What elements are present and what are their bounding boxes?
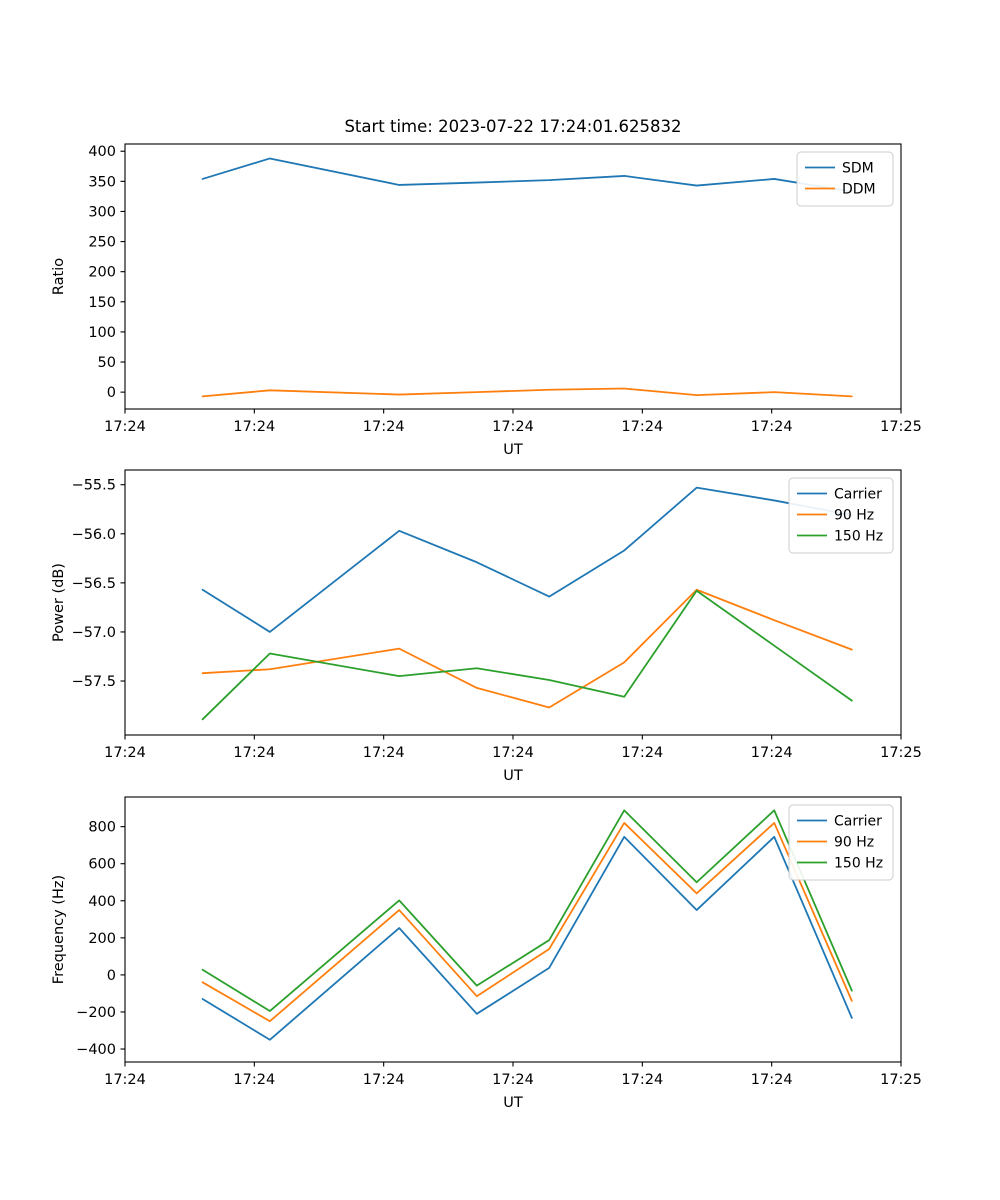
series-line-carrier — [201, 486, 853, 633]
x-tick-label: 17:24 — [363, 419, 405, 435]
x-tick-label: 17:24 — [492, 419, 534, 435]
x-axis-label: UT — [503, 442, 523, 458]
x-tick-label: 17:24 — [621, 419, 663, 435]
x-axis-label: UT — [503, 1095, 523, 1111]
legend-label-carrier: Carrier — [834, 814, 882, 830]
power-panel: 17:24 17:24 17:24 17:24 17:24 17:24 17:25 UT −55… — [51, 469, 922, 784]
series-line-150-hz — [201, 589, 853, 721]
y-tick-label: 600 — [88, 857, 116, 873]
x-tick-label: 17:24 — [363, 1072, 405, 1088]
series-line-90-hz — [201, 822, 853, 1023]
y-tick-label: 0 — [107, 968, 116, 984]
x-tick-label: 17:24 — [751, 419, 793, 435]
legend-label-ddm: DDM — [842, 182, 876, 198]
legend: Carrier 90 Hz 150 Hz — [788, 477, 894, 554]
x-tick-label: 17:24 — [621, 745, 663, 761]
legend: SDM DDM — [796, 151, 894, 207]
y-axis-label: Power (dB) — [51, 563, 67, 642]
series-line-sdm — [201, 157, 853, 193]
axes-frame — [124, 469, 902, 736]
x-tick-label: 17:24 — [233, 1072, 275, 1088]
x-tick-label: 17:24 — [104, 745, 146, 761]
x-tick-label: 17:24 — [104, 419, 146, 435]
legend-label-150-hz: 150 Hz — [834, 856, 883, 872]
legend-label-90-hz: 90 Hz — [834, 508, 874, 524]
x-tick-label: 17:24 — [621, 1072, 663, 1088]
y-tick-label: 300 — [88, 204, 116, 220]
y-tick-label: −57.5 — [72, 674, 116, 690]
x-tick-label: 17:24 — [751, 1072, 793, 1088]
x-tick-label: 17:25 — [880, 419, 922, 435]
y-tick-label: 800 — [88, 820, 116, 836]
x-tick-label: 17:25 — [880, 745, 922, 761]
frequency-panel: 17:24 17:24 17:24 17:24 17:24 17:24 17:25 UT −40… — [51, 796, 922, 1111]
x-axis-label: UT — [503, 768, 523, 784]
x-tick-label: 17:24 — [492, 745, 534, 761]
y-tick-label: 100 — [88, 325, 116, 341]
x-tick-label: 17:24 — [104, 1072, 146, 1088]
y-tick-label: −57.0 — [72, 625, 116, 641]
y-tick-label: 150 — [88, 295, 116, 311]
series-line-ddm — [201, 387, 853, 398]
x-tick-label: 17:25 — [880, 1072, 922, 1088]
y-tick-label: 200 — [88, 931, 116, 947]
y-axis-label: Frequency (Hz) — [51, 875, 67, 984]
y-tick-label: 250 — [88, 235, 116, 251]
y-tick-label: 400 — [88, 894, 116, 910]
y-tick-label: −56.0 — [72, 527, 116, 543]
ratio-panel: 17:24 17:24 17:24 17:24 17:24 17:24 17:25 UT 0 50… — [51, 143, 922, 458]
legend: Carrier 90 Hz 150 Hz — [788, 804, 894, 881]
y-tick-label: 50 — [98, 355, 116, 371]
legend-label-sdm: SDM — [842, 161, 874, 177]
legend-label-90-hz: 90 Hz — [834, 835, 874, 851]
legend-label-150-hz: 150 Hz — [834, 529, 883, 545]
y-tick-label: 350 — [88, 174, 116, 190]
x-tick-label: 17:24 — [363, 745, 405, 761]
x-tick-label: 17:24 — [492, 1072, 534, 1088]
y-tick-label: −56.5 — [72, 576, 116, 592]
y-tick-label: −55.5 — [72, 478, 116, 494]
x-tick-label: 17:24 — [233, 745, 275, 761]
legend-frame — [788, 804, 894, 881]
y-axis-label: Ratio — [51, 258, 67, 295]
series-line-150-hz — [201, 809, 853, 1012]
figure-title: Start time: 2023-07-22 17:24:01.625832 — [344, 117, 681, 136]
y-tick-label: 0 — [107, 385, 116, 401]
x-tick-label: 17:24 — [751, 745, 793, 761]
y-tick-label: −400 — [76, 1042, 116, 1058]
y-tick-label: 400 — [88, 144, 116, 160]
axes-frame — [124, 143, 902, 410]
x-tick-label: 17:24 — [233, 419, 275, 435]
legend-frame — [796, 151, 894, 207]
series-line-carrier — [201, 835, 853, 1041]
legend-frame — [788, 477, 894, 554]
series-line-90-hz — [201, 588, 853, 709]
y-tick-label: 200 — [88, 265, 116, 281]
y-tick-label: −200 — [76, 1005, 116, 1021]
legend-label-carrier: Carrier — [834, 487, 882, 503]
